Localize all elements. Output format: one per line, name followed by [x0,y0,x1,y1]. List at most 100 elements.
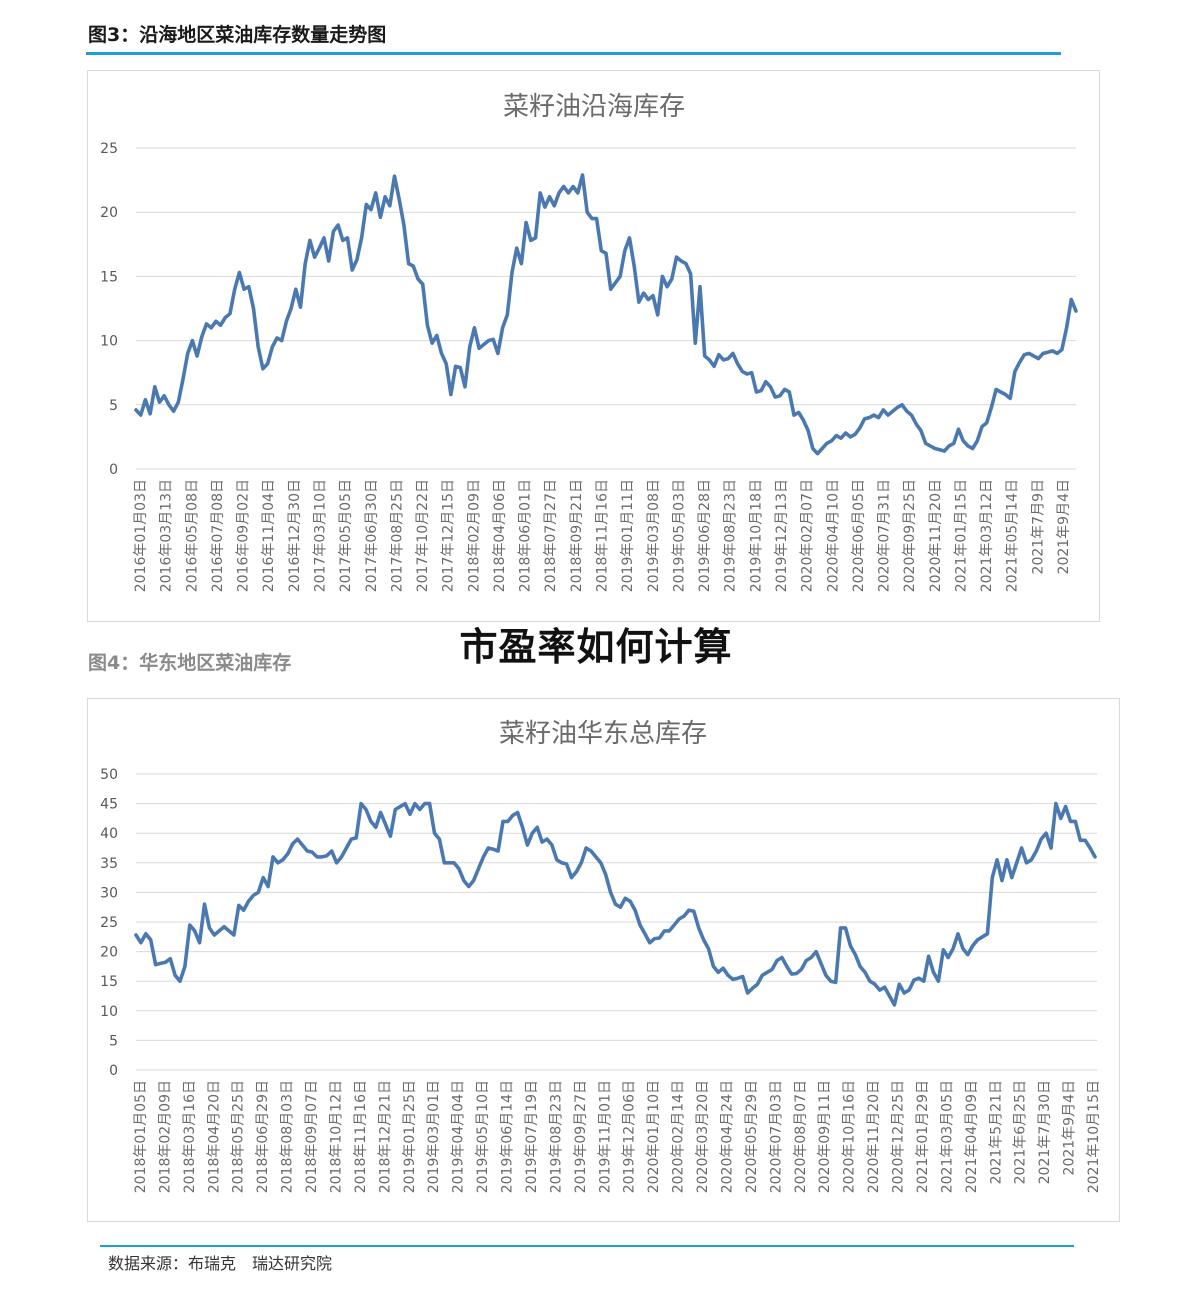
series-line [134,173,1078,456]
x-tick-label: 2020年05月29日 [744,1080,760,1193]
y-tick-label: 25 [100,915,118,931]
x-tick-label: 2019年06月14日 [500,1080,516,1193]
x-tick-label: 2020年09月11日 [817,1080,833,1193]
x-tick-label: 2018年08月03日 [280,1080,296,1193]
x-tick-label: 2020年04月24日 [719,1080,735,1193]
y-tick-label: 0 [109,462,118,478]
y-tick-label: 10 [100,1004,118,1020]
x-tick-label: 2019年01月11日 [620,479,636,592]
x-tick-label: 2020年11月20日 [928,479,944,592]
x-tick-label: 2017年03月10日 [312,479,328,592]
x-tick-label: 2021年9月4日 [1056,479,1072,574]
x-tick-label: 2018年11月16日 [353,1080,369,1193]
x-tick-label: 2018年12月21日 [377,1080,393,1193]
x-tick-label: 2020年10月16日 [842,1080,858,1193]
x-tick-label: 2021年04月09日 [964,1080,980,1193]
x-tick-label: 2019年09月27日 [573,1080,589,1193]
x-tick-label: 2020年04月10日 [825,479,841,592]
x-tick-label: 2019年08月23日 [723,479,739,592]
x-tick-label: 2020年03月20日 [695,1080,711,1193]
x-tick-label: 2019年12月13日 [774,479,790,592]
figure4-chart: 菜籽油华东总库存 0 5 10 15 20 25 30 35 40 45 50 2018年01月05日 2… [87,698,1120,1222]
x-tick-label: 2017年05月05日 [338,479,354,592]
x-tick-label: 2021年01月15日 [953,479,969,592]
x-tick-label: 2017年12月15日 [441,479,457,592]
x-tick-label: 2019年03月01日 [426,1080,442,1193]
x-tick-label: 2019年03月08日 [646,479,662,592]
x-tick-label: 2018年05月25日 [231,1080,247,1193]
y-tick-label: 30 [100,885,118,901]
overlay-title: 市盈率如何计算 [459,625,733,669]
y-tick-label: 15 [100,974,118,990]
chart-title: 菜籽油沿海库存 [503,92,685,122]
x-tick-label: 2016年09月02日 [236,479,252,592]
x-tick-label: 2019年11月01日 [597,1080,613,1193]
x-tick-label: 2019年12月06日 [622,1080,638,1193]
x-tick-label: 2020年09月25日 [902,479,918,592]
y-tick-label: 40 [100,826,118,842]
x-tick-label: 2020年06月05日 [851,479,867,592]
y-tick-label: 20 [100,205,118,221]
x-tick-label: 2019年08月23日 [548,1080,564,1193]
x-tick-label: 2021年01月29日 [915,1080,931,1193]
y-tick-label: 15 [100,269,118,285]
x-tick-label: 2018年11月16日 [595,479,611,592]
x-tick-label: 2016年01月03日 [133,479,149,592]
x-tick-label: 2019年06月28日 [697,479,713,592]
chart-title: 菜籽油华东总库存 [499,719,707,749]
x-tick-label: 2019年05月10日 [475,1080,491,1193]
x-tick-label: 2020年07月03日 [768,1080,784,1193]
y-tick-label: 20 [100,945,118,961]
x-tick-label: 2017年10月22日 [415,479,431,592]
x-tick-label: 2020年01月10日 [646,1080,662,1193]
x-tick-label: 2020年12月25日 [891,1080,907,1193]
x-tick-label: 2021年7月30日 [1037,1080,1053,1184]
x-tick-label: 2020年08月07日 [793,1080,809,1193]
source-note: 数据来源：布瑞克 瑞达研究院 [108,1254,333,1273]
x-tick-label: 2018年04月20日 [206,1080,222,1193]
x-tick-label: 2017年06月30日 [364,479,380,592]
x-tick-label: 2018年02月09日 [157,1080,173,1193]
x-tick-label: 2021年9月4日 [1062,1080,1078,1175]
x-tick-label: 2018年03月16日 [182,1080,198,1193]
footer-rule [100,1245,1074,1247]
y-tick-label: 5 [109,398,118,414]
x-tick-label: 2018年10月12日 [328,1080,344,1193]
x-tick-label: 2016年12月30日 [287,479,303,592]
y-tick-label: 50 [100,767,118,783]
x-tick-label: 2021年03月12日 [979,479,995,592]
x-tick-label: 2020年07月31日 [877,479,893,592]
x-tick-label: 2018年06月29日 [255,1080,271,1193]
x-tick-label: 2016年11月04日 [261,479,277,592]
x-tick-label: 2019年10月18日 [748,479,764,592]
x-tick-label: 2021年03月05日 [939,1080,955,1193]
x-tick-label: 2016年03月13日 [159,479,175,592]
x-tick-label: 2019年05月03日 [671,479,687,592]
x-tick-label: 2018年02月09日 [466,479,482,592]
x-tick-label: 2020年11月20日 [866,1080,882,1193]
figure4-chart-svg: 菜籽油华东总库存 0 5 10 15 20 25 30 35 40 45 50 2018年01月05日 2… [100,719,1102,1193]
x-tick-label: 2021年6月25日 [1013,1080,1029,1184]
x-tick-label: 2017年08月25日 [389,479,405,592]
x-tick-label: 2018年09月21日 [569,479,585,592]
x-tick-label: 2021年10月15日 [1086,1080,1102,1193]
x-tick-label: 2021年05月14日 [1005,479,1021,592]
x-tick-label: 2020年02月14日 [671,1080,687,1193]
y-tick-label: 5 [109,1033,118,1049]
x-tick-label: 2021年7月9日 [1030,479,1046,574]
x-tick-label: 2018年04月06日 [492,479,508,592]
x-tick-label: 2018年07月27日 [543,479,559,592]
y-tick-label: 35 [100,856,118,872]
x-tick-label: 2019年07月19日 [524,1080,540,1193]
x-tick-label: 2018年06月01日 [518,479,534,592]
x-tick-label: 2021年5月21日 [988,1080,1004,1184]
y-tick-label: 0 [109,1063,118,1079]
x-tick-label: 2019年04月04日 [451,1080,467,1193]
y-tick-label: 25 [100,141,118,157]
x-tick-label: 2016年05月08日 [184,479,200,592]
x-tick-label: 2016年07月08日 [210,479,226,592]
x-tick-label: 2019年01月25日 [402,1080,418,1193]
figure4-caption: 图4：华东地区菜油库存 [88,652,292,674]
y-tick-label: 45 [100,797,118,813]
figure3-chart-svg: 菜籽油沿海库存 0 5 10 15 20 25 2016年01月03日 2016年03月13日 2… [100,92,1078,592]
